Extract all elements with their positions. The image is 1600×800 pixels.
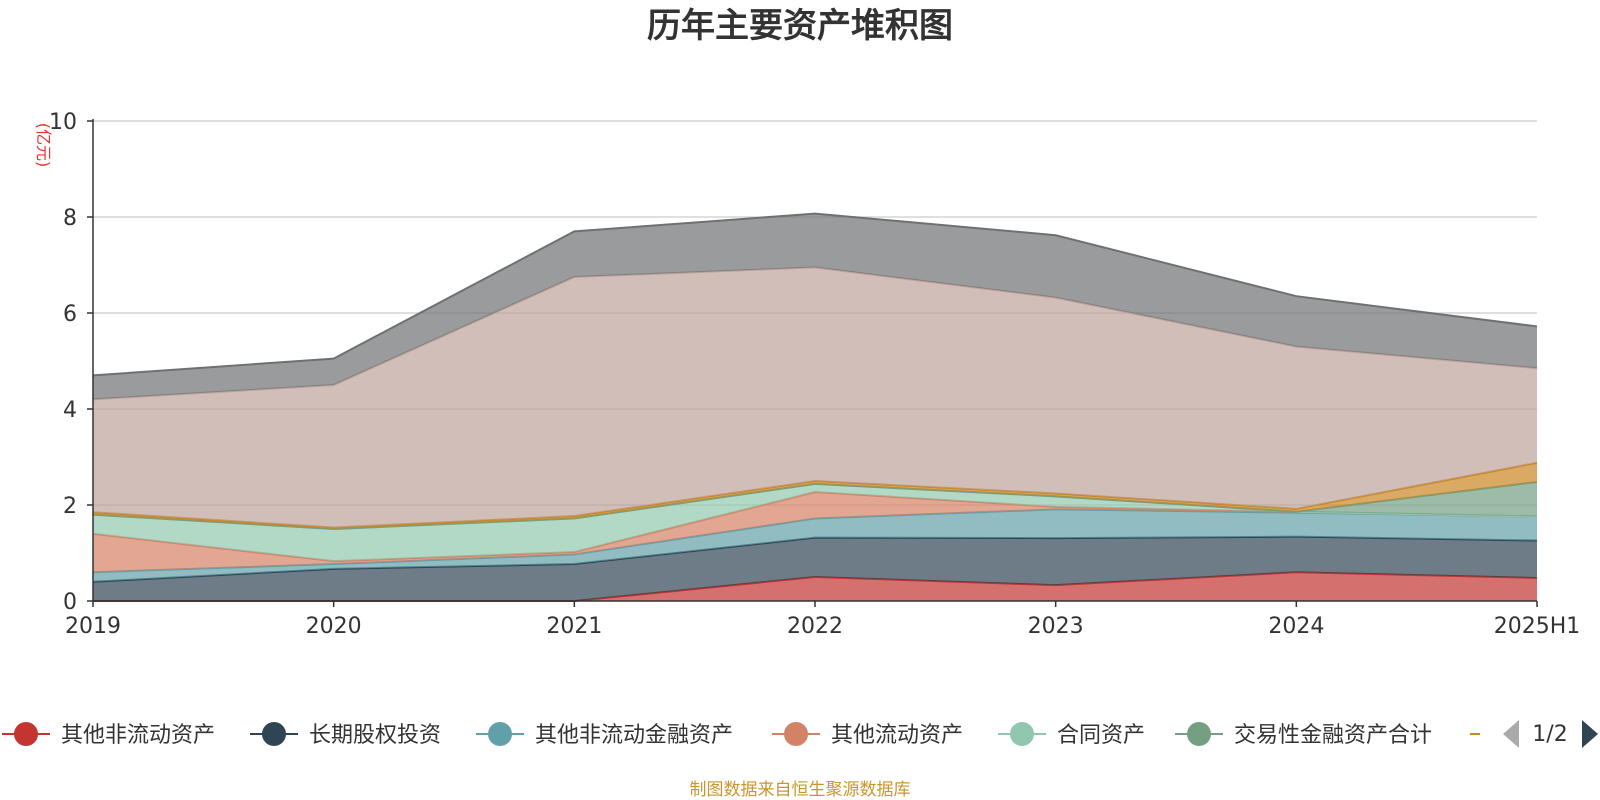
legend-circle-marker [14, 722, 38, 746]
legend-item: 长期股权投资 [250, 722, 441, 748]
x-tick-label: 2021 [546, 614, 602, 639]
legend-page-indicator: 1/2 [1532, 722, 1567, 747]
area-series-3 [93, 492, 1537, 573]
x-tick-label: 2019 [65, 614, 121, 639]
legend-item: 交易性金融资产合计 [1175, 722, 1432, 748]
x-tick-label: 2022 [787, 614, 843, 639]
legend-label: 长期股权投资 [309, 723, 441, 748]
area-series-8-line [92, 212, 1538, 377]
legend-label: 其他非流动金融资产 [535, 723, 733, 748]
x-tick-label: 2024 [1268, 614, 1324, 639]
legend-circle-marker [262, 722, 286, 746]
legend-item: 合同资产 [998, 722, 1145, 748]
legend-label: 其他非流动资产 [61, 723, 215, 748]
legend-circle-marker [1010, 722, 1034, 746]
legend: 其他非流动资产 长期股权投资 其他非流动金融资产 其他流动资产 合同资产 交易性金融资产合… [2, 720, 1598, 748]
data-source-note: 制图数据来自恒生聚源数据库 [690, 780, 911, 800]
legend-items: 其他非流动资产 长期股权投资 其他非流动金融资产 其他流动资产 合同资产 交易性金融资产合… [2, 722, 1432, 748]
chart-title: 历年主要资产堆积图 [647, 6, 953, 46]
legend-label: 其他流动资产 [831, 723, 963, 748]
legend-pager: 1/2 [1503, 720, 1598, 748]
area-series-group [92, 212, 1538, 602]
area-series-2 [93, 509, 1537, 582]
x-tick-label: 2020 [306, 614, 362, 639]
y-tick-label: 10 [49, 110, 77, 135]
y-axis-unit: (亿元) [34, 123, 53, 168]
y-tick-label: 4 [63, 398, 77, 423]
legend-label: 合同资产 [1057, 723, 1145, 748]
y-tick-label: 6 [63, 302, 77, 327]
legend-next-arrow-icon[interactable] [1582, 720, 1598, 748]
x-tick-label: 2023 [1028, 614, 1084, 639]
area-series-7 [93, 267, 1537, 528]
legend-prev-arrow-icon[interactable] [1503, 720, 1519, 748]
legend-circle-marker [784, 722, 808, 746]
legend-circle-marker [488, 722, 512, 746]
area-series-8 [93, 213, 1537, 400]
y-tick-label: 8 [63, 206, 77, 231]
area-series-4 [93, 483, 1537, 562]
legend-item: 其他非流动金融资产 [476, 722, 733, 748]
y-tick-label: 2 [63, 494, 77, 519]
legend-circle-marker [1187, 722, 1211, 746]
legend-item: 其他流动资产 [772, 722, 963, 748]
legend-label: 交易性金融资产合计 [1234, 723, 1432, 748]
legend-item: 其他非流动资产 [2, 722, 215, 748]
area-series-1 [93, 536, 1537, 601]
y-tick-label: 0 [63, 590, 77, 615]
axes: 0 2 4 6 8 10 2019 2020 2021 2022 2023 2024 2025H1 [49, 110, 1580, 639]
x-tick-label: 2025H1 [1494, 614, 1581, 639]
